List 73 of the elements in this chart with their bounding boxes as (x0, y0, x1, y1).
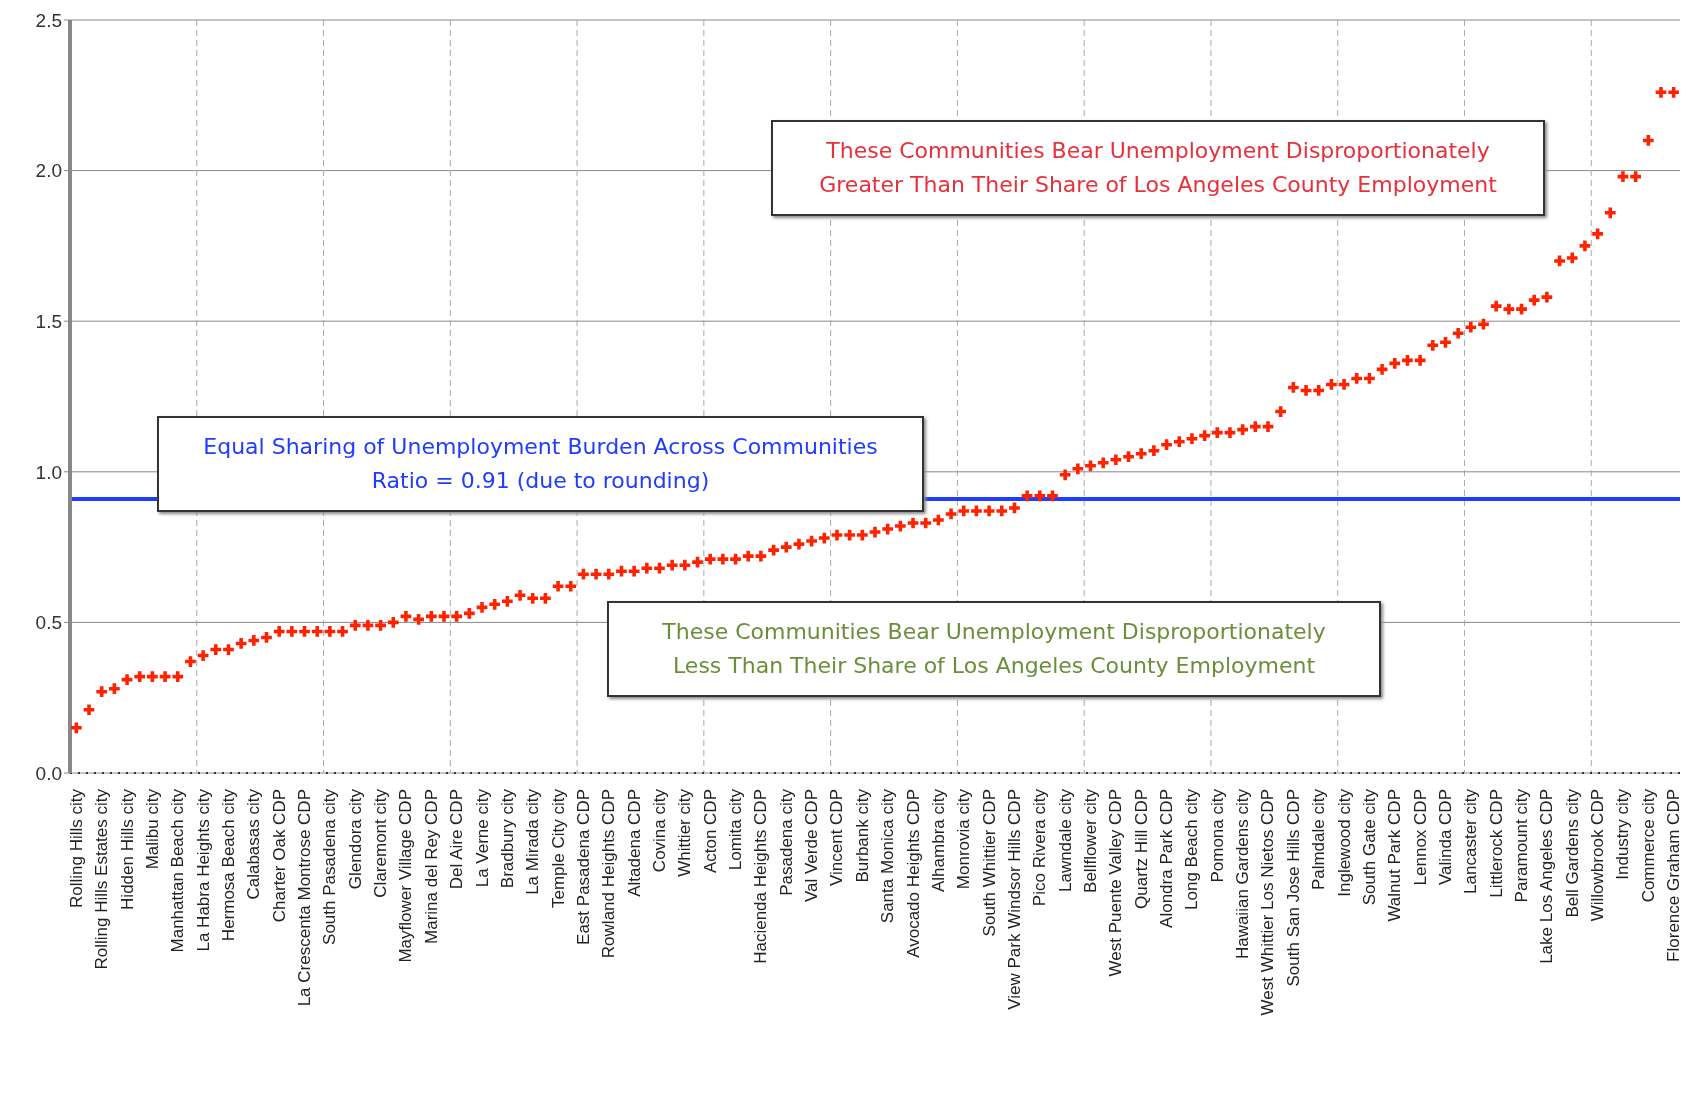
x-tick-label: View Park Windsor Hills CDP (1004, 789, 1024, 1010)
x-tick-label: Calabasas city (244, 788, 264, 900)
y-tick-label: 0.5 (35, 612, 62, 634)
x-tick-label: Hermosa Beach city (218, 788, 238, 942)
x-tick-label: Santa Monica city (878, 788, 898, 924)
x-tick-label: South Whittier CDP (979, 789, 999, 937)
x-tick-label: La Verne city (472, 788, 492, 888)
x-tick-label: Avocado Heights CDP (903, 789, 923, 958)
x-tick-label: Pasadena city (776, 788, 796, 896)
x-tick-label: Acton CDP (700, 789, 720, 874)
x-tick-label: Valinda CDP (1435, 789, 1455, 886)
x-tick-label: South Gate city (1359, 788, 1379, 906)
x-tick-label: Lennox CDP (1410, 789, 1430, 886)
x-tick-label: Covina city (649, 788, 669, 873)
x-tick-label: Altadena CDP (624, 789, 644, 897)
y-tick-label: 2.0 (35, 160, 62, 182)
x-tick-label: Commerce city (1638, 788, 1658, 903)
x-tick-label: West Whittier Los Nietos CDP (1258, 789, 1278, 1016)
x-tick-label: West Puente Valley CDP (1106, 789, 1126, 977)
x-tick-label: Inglewood city (1334, 788, 1354, 897)
x-tick-label: La Habra Heights city (193, 788, 213, 952)
note-box: Equal Sharing of Unemployment Burden Across Communities Ratio = 0.91 (due to rounding) (157, 416, 924, 512)
note-box: These Communities Bear Unemployment Disproportionately Less Than Their Share of Los Angeles County Employment (607, 601, 1381, 697)
x-tick-label: Hidden Hills city (117, 788, 137, 910)
x-tick-label: Quartz Hill CDP (1131, 789, 1151, 909)
x-tick-label: La Mirada city (523, 788, 543, 895)
x-tick-label: La Crescenta Montrose CDP (295, 789, 315, 1007)
x-tick-label: Littlerock CDP (1486, 789, 1506, 898)
x-tick-label: Florence Graham CDP (1664, 789, 1684, 962)
x-tick-label: Bell Gardens city (1562, 788, 1582, 918)
x-tick-label: Marina del Rey CDP (421, 789, 441, 944)
x-tick-label: Pico Rivera city (1030, 788, 1050, 907)
x-tick-label: Willowbrook CDP (1588, 789, 1608, 922)
x-tick-label: Charter Oak CDP (269, 789, 289, 923)
x-tick-label: Lomita city (726, 788, 746, 871)
y-tick-label: 1.5 (35, 310, 62, 332)
x-tick-label: Rolling Hills Estates city (92, 788, 112, 970)
x-tick-label: South Pasadena city (320, 788, 340, 945)
x-tick-label: Walnut Park CDP (1385, 789, 1405, 922)
x-tick-label: Malibu city (142, 788, 162, 870)
y-tick-label: 2.5 (35, 9, 62, 31)
x-tick-label: Vincent CDP (827, 789, 847, 887)
x-tick-label: Hawaiian Gardens city (1233, 788, 1253, 960)
x-tick-label: Burbank city (852, 788, 872, 883)
y-tick-label: 1.0 (35, 461, 62, 483)
x-tick-label: Rowland Heights CDP (599, 789, 619, 959)
x-tick-label: Claremont city (371, 788, 391, 898)
x-tick-label: Lancaster city (1461, 788, 1481, 894)
x-tick-label: East Pasadena CDP (573, 789, 593, 945)
x-tick-label: Glendora city (345, 788, 365, 890)
x-tick-label: Rolling Hills city (66, 788, 86, 909)
x-tick-label: Manhattan Beach city (168, 788, 188, 953)
x-tick-label: Palmdale city (1309, 788, 1329, 891)
x-tick-label: Hacienda Heights CDP (751, 789, 771, 964)
y-tick-label: 0.0 (35, 762, 62, 784)
x-tick-label: Paramount city (1512, 788, 1532, 903)
note-box: These Communities Bear Unemployment Disproportionately Greater Than Their Share of Los Angeles County Employment (771, 120, 1545, 216)
x-tick-label: Val Verde CDP (802, 789, 822, 903)
x-tick-label: Lawndale city (1055, 788, 1075, 893)
x-tick-label: Whittier city (675, 788, 695, 877)
x-tick-label: Monrovia city (954, 788, 974, 890)
x-tick-label: Alondra Park CDP (1157, 789, 1177, 928)
x-tick-label: Mayflower Village CDP (396, 789, 416, 963)
x-tick-label: South San Jose Hills CDP (1283, 789, 1303, 987)
x-tick-label: Bradbury city (497, 788, 517, 889)
x-tick-label: Pomona city (1207, 788, 1227, 883)
x-tick-label: Industry city (1613, 788, 1633, 880)
x-tick-label: Long Beach city (1182, 788, 1202, 910)
x-tick-label: Bellflower city (1081, 788, 1101, 893)
x-tick-label: Lake Los Angeles CDP (1537, 789, 1557, 964)
x-tick-label: Del Aire CDP (447, 789, 467, 890)
x-tick-label: Alhambra city (928, 788, 948, 892)
x-tick-label: Temple City city (548, 788, 568, 909)
